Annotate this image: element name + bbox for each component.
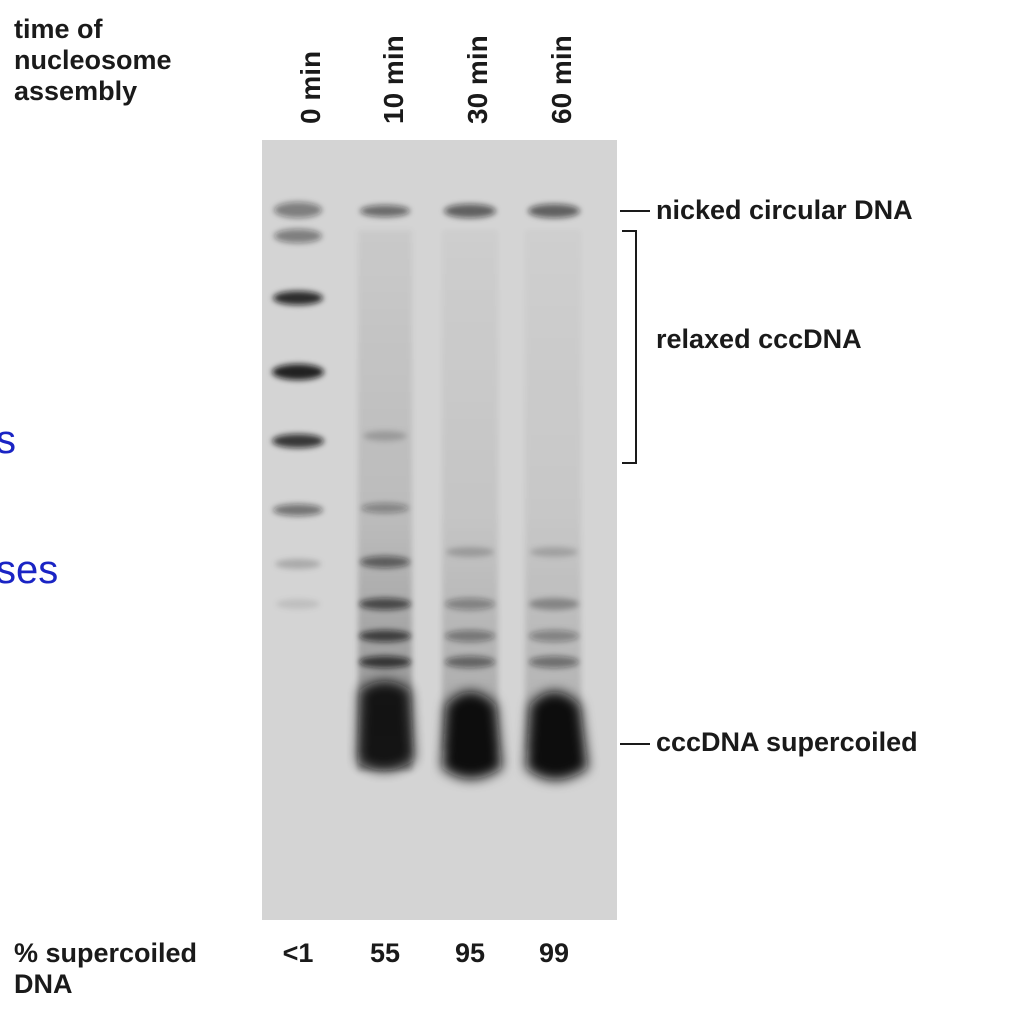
band xyxy=(444,204,496,218)
header-line-2: nucleosome xyxy=(14,45,172,75)
band xyxy=(275,559,321,569)
band xyxy=(445,630,495,642)
band xyxy=(529,598,579,610)
band xyxy=(363,431,407,441)
band xyxy=(272,434,324,448)
band xyxy=(529,656,579,668)
band xyxy=(529,630,579,642)
band xyxy=(359,656,411,668)
supercoiled-blob xyxy=(358,681,414,771)
band xyxy=(445,656,495,668)
percent-lane-60min: 99 xyxy=(538,938,570,968)
header-line-3: assembly xyxy=(14,76,138,106)
percent-supercoiled-label: % supercoiled DNA xyxy=(14,938,197,1000)
percent-lane-0min: <1 xyxy=(282,938,314,968)
band xyxy=(274,202,322,218)
band xyxy=(446,547,494,557)
overlay-fragment-1: s xyxy=(0,418,16,462)
lane-60min-bands xyxy=(525,204,588,780)
band xyxy=(360,205,410,217)
band xyxy=(276,599,320,609)
footer-line-2: DNA xyxy=(14,969,73,999)
header-line-1: time of xyxy=(14,14,103,44)
band xyxy=(528,204,580,218)
band xyxy=(272,364,324,380)
label-relaxed-cccdna: relaxed cccDNA xyxy=(656,324,862,354)
relaxed-bracket xyxy=(622,230,637,464)
footer-line-1: % supercoiled xyxy=(14,938,198,968)
smear xyxy=(525,230,581,750)
band xyxy=(274,229,322,243)
band xyxy=(361,503,409,513)
band xyxy=(359,630,411,642)
supercoiled-blob xyxy=(526,691,588,780)
percent-lane-10min: 55 xyxy=(369,938,401,968)
band xyxy=(445,598,495,610)
lane-30min-bands xyxy=(442,204,502,779)
label-cccdna-supercoiled: cccDNA supercoiled xyxy=(656,727,918,757)
assembly-time-header: time of nucleosome assembly xyxy=(14,14,172,107)
lane-0min-bands xyxy=(272,202,324,609)
label-nicked-circular: nicked circular DNA xyxy=(656,195,913,225)
band xyxy=(273,291,323,305)
band xyxy=(273,504,323,516)
supercoiled-blob xyxy=(442,691,502,779)
band xyxy=(359,598,411,610)
smear xyxy=(358,230,412,770)
smear xyxy=(442,230,498,750)
band xyxy=(360,556,410,568)
percent-lane-30min: 95 xyxy=(454,938,486,968)
lane-10min-bands xyxy=(358,205,414,771)
overlay-fragment-2: ses xyxy=(0,548,59,592)
band xyxy=(530,547,578,557)
